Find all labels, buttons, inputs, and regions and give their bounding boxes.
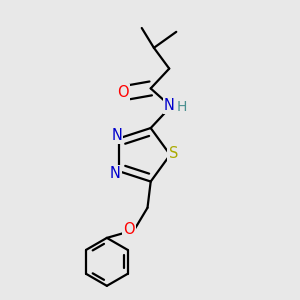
Text: O: O — [123, 222, 135, 237]
Text: S: S — [169, 146, 178, 161]
Text: N: N — [164, 98, 175, 112]
Text: O: O — [117, 85, 129, 100]
Text: N: N — [111, 128, 122, 143]
Text: N: N — [110, 167, 121, 182]
Text: H: H — [177, 100, 187, 114]
